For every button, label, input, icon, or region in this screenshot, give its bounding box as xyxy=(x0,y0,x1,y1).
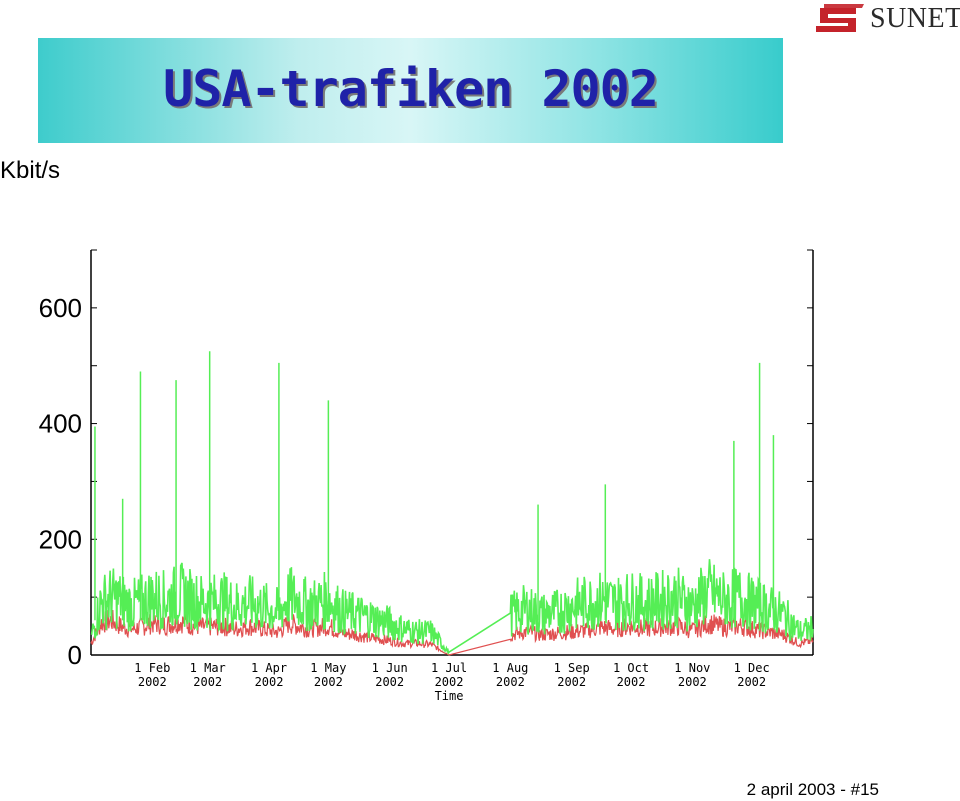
x-tick-label: 1 Jun xyxy=(372,661,408,675)
x-tick-year: 2002 xyxy=(193,675,222,689)
y-tick-label: 0 xyxy=(68,640,82,670)
y-tick-label: 400 xyxy=(39,409,82,439)
x-tick-year: 2002 xyxy=(375,675,404,689)
x-tick-label: 1 Aug xyxy=(492,661,528,675)
x-tick-year: 2002 xyxy=(255,675,284,689)
x-tick-label: 1 Apr xyxy=(251,661,287,675)
title-banner: USA-trafiken 2002 xyxy=(38,38,783,143)
x-tick-year: 2002 xyxy=(138,675,167,689)
x-tick-year: 2002 xyxy=(435,675,464,689)
x-tick-label: 1 May xyxy=(310,661,346,675)
x-tick-year: 2002 xyxy=(678,675,707,689)
logo-text: SUNET xyxy=(870,3,960,34)
sunet-logo-icon xyxy=(816,4,864,32)
x-tick-year: 2002 xyxy=(314,675,343,689)
sunet-logo: SUNET xyxy=(812,0,960,40)
x-tick-label: 1 Nov xyxy=(674,661,710,675)
x-tick-label: 1 Mar xyxy=(190,661,226,675)
y-tick-label: 600 xyxy=(39,293,82,323)
x-tick-label: 1 Jul xyxy=(431,661,467,675)
series-out-line xyxy=(90,559,814,655)
x-tick-label: 1 Dec xyxy=(734,661,770,675)
x-tick-label: 1 Feb xyxy=(134,661,170,675)
x-tick-label: 1 Sep xyxy=(554,661,590,675)
x-tick-label: 1 Oct xyxy=(613,661,649,675)
x-tick-year: 2002 xyxy=(557,675,586,689)
page-title: USA-trafiken 2002 xyxy=(163,60,659,118)
x-tick-year: 2002 xyxy=(737,675,766,689)
x-axis-title: Time xyxy=(435,689,464,703)
y-tick-label: 200 xyxy=(39,524,82,554)
slide-footer: 2 april 2003 - #15 xyxy=(746,780,879,799)
x-tick-year: 2002 xyxy=(617,675,646,689)
x-tick-year: 2002 xyxy=(496,675,525,689)
y-axis-unit: Kbit/s xyxy=(0,157,61,184)
